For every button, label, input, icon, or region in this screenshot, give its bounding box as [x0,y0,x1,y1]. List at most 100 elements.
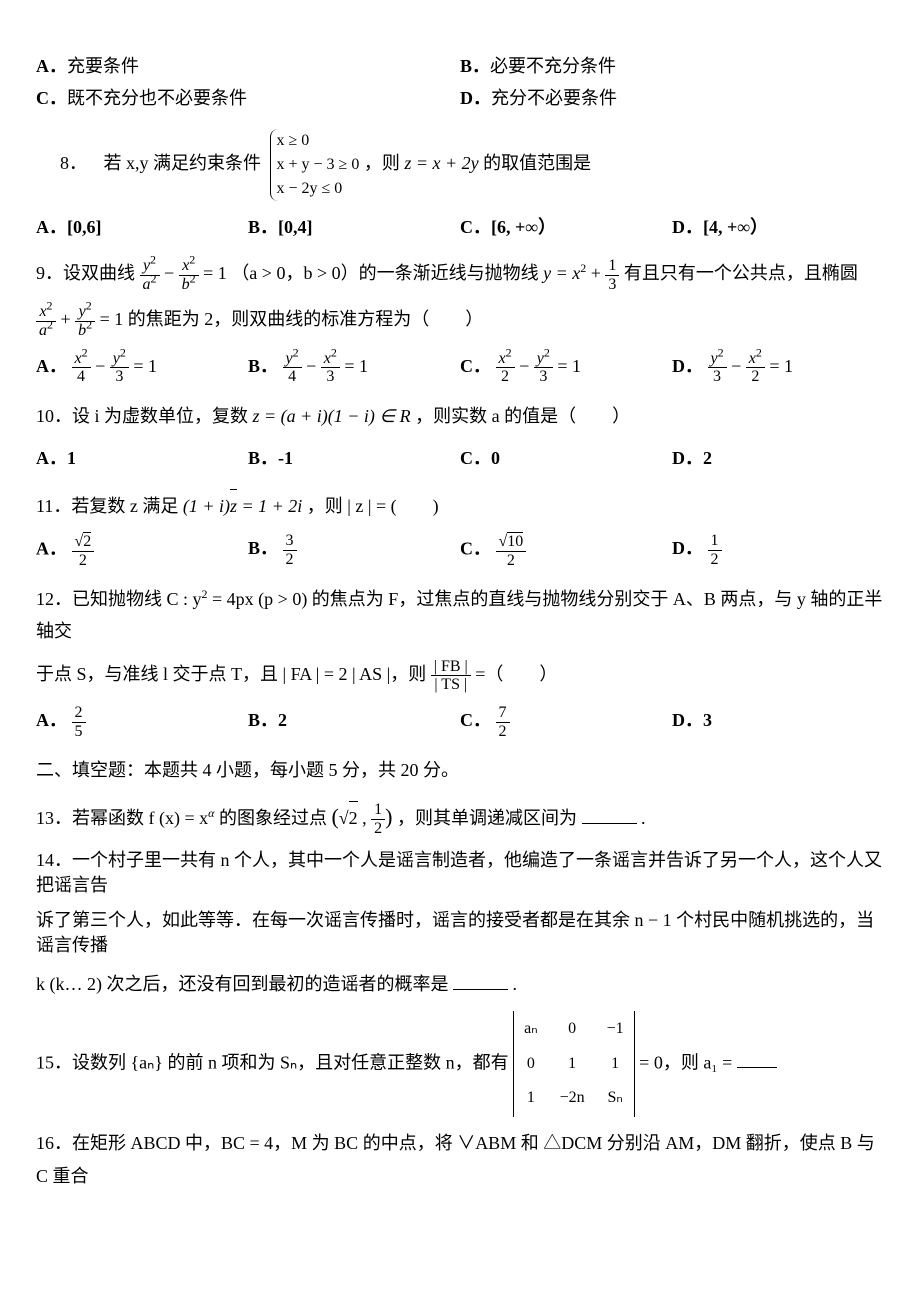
q7-option-b: B．必要不充分条件 [460,50,884,82]
q9-hyperbola-eq: y2 a2 − x2 b2 = 1 [140,257,227,293]
frac-den: 2 [496,552,527,570]
q11-options: A． √2 2 B． 3 2 C． √10 2 D． 1 2 [36,532,884,569]
frac-num: y [79,303,86,320]
frac-sup: 2 [756,345,762,359]
q9-ellipse-tail: = 1 的焦距为 2，则双曲线的标准方程为（ ） [100,310,484,330]
opt-tail: = 1 [557,356,581,376]
q10-stem: 10．设 i 为虚数单位，复数 z = (a + i)(1 − i) ∈ R ，… [36,400,884,432]
frac-den: 5 [72,723,86,741]
q12-pre: 12．已知抛物线 C : y [36,589,202,609]
q7-option-d: D．充分不必要条件 [460,82,884,114]
opt-label: D． [460,88,491,108]
q10-pre: 10．设 i 为虚数单位，复数 [36,406,253,426]
opt-frac1: x22 [496,350,515,386]
q11-option-a: A． √2 2 [36,532,248,569]
opt-label: A． [36,356,67,376]
opt-frac: 3 2 [283,532,297,568]
frac-sup: 2 [120,345,126,359]
frac-den-sup: 2 [47,318,53,332]
q9-option-d: D． y23 − x22 = 1 [672,350,884,386]
opt-frac2: x22 [746,350,765,386]
q11-lhs: (1 + i) [183,496,230,516]
q8-tail: 的取值范围是 [483,153,591,173]
q13-paren-r: ) [385,804,392,829]
q8-constraints-brace: x ≥ 0 x + y − 3 ≥ 0 x − 2y ≤ 0 [270,129,360,201]
frac-num: | FB | [431,658,471,677]
frac-num: y [143,257,150,274]
q12-option-a: A． 2 5 [36,704,248,740]
q15-blank [737,1049,777,1068]
q12-line2-pre: 于点 S，与准线 l 交于点 T，且 | FA | = 2 | AS |，则 [36,664,431,684]
q8-number: 8． [60,153,87,173]
q8-options: A．[0,6] B．[0,4] C．[6, +∞） D．[4, +∞） [36,211,884,243]
frac-y2a2: y2 a2 [140,257,160,293]
opt-frac2: y23 [534,350,553,386]
opt-label: B． [248,538,278,558]
opt-label: C． [36,88,67,108]
q14-l3-period: . [513,974,518,994]
q15-stem: 15．设数列 {aₙ} 的前 n 项和为 Sₙ，且对任意正整数 n，都有 aₙ … [36,1011,884,1117]
opt-frac1: y23 [708,350,727,386]
q9-ellipse-eq: x2 a2 + y2 b2 [36,303,95,339]
frac-sup: 2 [331,345,337,359]
q11-tail: ，则 | z | = ( ) [307,496,439,516]
q15-eqtail: = 0，则 a₁ = [639,1052,732,1072]
frac-x2b2: x2 b2 [179,257,199,293]
q8-option-d: D．[4, +∞） [672,211,884,243]
q13-frac: 1 2 [371,801,385,837]
frac-den: 2 [371,820,385,838]
frac-num: 1 [605,257,619,276]
frac-num: x [75,350,82,367]
frac-den: 2 [283,551,297,569]
frac-num: x [324,350,331,367]
q13-comma: , [358,808,372,828]
frac-num: 1 [371,801,385,820]
opt-label: A． [36,56,67,76]
frac-den: 3 [321,368,340,386]
q9-options: A． x24 − y23 = 1 B． y24 − x23 = 1 C． x22… [36,350,884,386]
frac-den: 2 [708,551,722,569]
q8-option-c: C．[6, +∞） [460,211,672,243]
opt-label: C． [460,539,491,559]
q11-option-b: B． 3 2 [248,532,460,569]
q8-cond3: x − 2y ≤ 0 [277,177,360,201]
opt-frac: 2 5 [72,704,86,740]
frac-num: 2 [72,704,86,723]
det-cell: 0 [524,1050,537,1079]
q12-options: A． 2 5 B．2 C． 7 2 D．3 [36,704,884,740]
q15-pre: 15．设数列 {aₙ} 的前 n 项和为 Sₙ，且对任意正整数 n，都有 [36,1052,509,1072]
frac-den: 2 [496,368,515,386]
q12-option-c: C． 7 2 [460,704,672,740]
eq-tail: = 1 [203,263,227,283]
q13-stem: 13．若幂函数 f (x) = xα 的图象经过点 (√2 , 1 2 ) ，则… [36,797,884,838]
q13-pre: 13．若幂函数 f (x) = x [36,808,208,828]
frac-den-sup: 2 [86,318,92,332]
q8-mid: ，则 [364,153,400,173]
q13-blank [582,805,637,824]
q13-paren-l: ( [331,804,338,829]
det-cell: 1 [524,1084,537,1113]
frac-sup: 2 [82,345,88,359]
opt-frac2: x23 [321,350,340,386]
det-cell: −2n [560,1084,585,1113]
q9-parabola-pre: y = x [543,263,580,283]
opt-label: B． [248,356,278,376]
q9-option-a: A． x24 − y23 = 1 [36,350,248,386]
frac-den: 4 [72,368,91,386]
q9-parabola-frac: 1 3 [605,257,619,293]
q10-option-b: B．-1 [248,442,460,474]
q8-option-a: A．[0,6] [36,211,248,243]
opt-frac: 1 2 [708,532,722,568]
q12-line2-tail: =（ ） [475,664,557,684]
opt-label: B． [460,56,490,76]
det-cell: 1 [560,1050,585,1079]
q9-stem-line2: x2 a2 + y2 b2 = 1 的焦距为 2，则双曲线的标准方程为（ ） [36,303,884,339]
frac-x2a2: x2 a2 [36,303,56,339]
frac-num: y [711,350,718,367]
opt-frac1: x24 [72,350,91,386]
q11-stem: 11．若复数 z 满足 (1 + i)z = 1 + 2i ，则 | z | =… [36,489,884,522]
frac-sup: 2 [544,345,550,359]
q12-stem-line1: 12．已知抛物线 C : y2 = 4px (p > 0) 的焦点为 F，过焦点… [36,583,884,648]
frac-num: 1 [708,532,722,551]
q9-tail1: 有且只有一个公共点，且椭圆 [624,263,858,283]
